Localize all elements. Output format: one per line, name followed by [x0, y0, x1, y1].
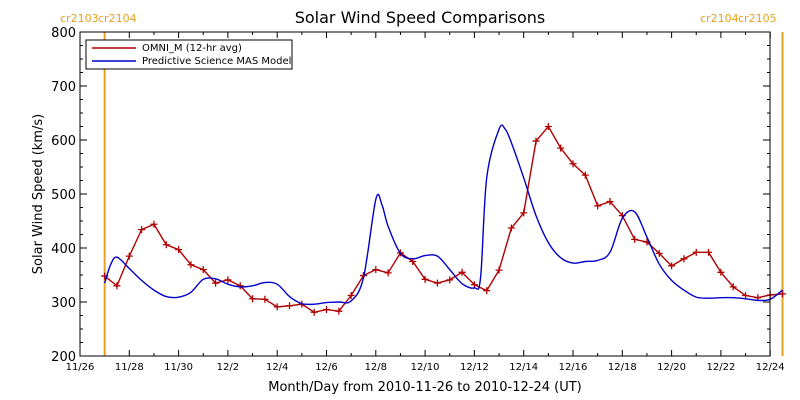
- series-point-0: [507, 224, 515, 232]
- series-point-0: [421, 275, 429, 283]
- series-point-0: [729, 283, 737, 291]
- x-tick-label: 12/8: [365, 362, 387, 373]
- legend: OMNI_M (12-hr avg) Predictive Science MA…: [85, 39, 293, 70]
- legend-box: [85, 39, 293, 70]
- series-point-0: [162, 241, 170, 249]
- y-axis-label: Solar Wind Speed (km/s): [31, 114, 46, 274]
- series-point-0: [470, 281, 478, 289]
- x-tick-label: 12/16: [559, 362, 588, 373]
- rotation-label-end-left: cr2104: [700, 12, 739, 25]
- y-tick-label: 200: [51, 350, 76, 365]
- series-point-0: [372, 266, 380, 274]
- series-point-0: [212, 279, 220, 287]
- series-point-0: [581, 171, 589, 179]
- x-tick-label: 11/26: [66, 362, 95, 373]
- x-tick-label: 11/30: [164, 362, 193, 373]
- y-tick-label: 400: [51, 242, 76, 257]
- series-point-0: [705, 248, 713, 256]
- x-tick-label: 12/2: [217, 362, 239, 373]
- series-point-0: [520, 209, 528, 217]
- series-point-0: [125, 252, 133, 260]
- series-point-0: [138, 226, 146, 234]
- series-point-0: [594, 202, 602, 210]
- x-tick-label: 12/24: [756, 362, 785, 373]
- series-point-0: [286, 302, 294, 310]
- x-tick-label: 12/14: [509, 362, 538, 373]
- series-point-0: [569, 160, 577, 168]
- series-point-0: [199, 266, 207, 274]
- series-point-0: [680, 255, 688, 263]
- series-point-0: [692, 248, 700, 256]
- series-point-0: [779, 290, 787, 298]
- series-point-0: [446, 276, 454, 284]
- series-point-0: [249, 295, 257, 303]
- series-point-0: [384, 269, 392, 277]
- x-tick-label: 12/22: [706, 362, 735, 373]
- series-point-0: [495, 266, 503, 274]
- series-point-0: [323, 306, 330, 314]
- rotation-label-start-left: cr2103: [60, 12, 99, 25]
- series-point-0: [717, 268, 725, 276]
- series-point-0: [335, 307, 343, 315]
- plot-frame: [79, 31, 771, 357]
- series-point-0: [742, 292, 750, 300]
- legend-label-omni: OMNI_M (12-hr avg): [142, 43, 242, 54]
- series-point-0: [606, 198, 614, 206]
- series-point-0: [631, 235, 639, 243]
- x-tick-label: 12/4: [266, 362, 288, 373]
- series-point-0: [668, 262, 676, 270]
- x-tick-label: 12/18: [608, 362, 637, 373]
- x-tick-label: 12/6: [315, 362, 337, 373]
- x-axis-label: Month/Day from 2010-11-26 to 2010-12-24 …: [268, 380, 581, 395]
- series-point-0: [483, 287, 491, 295]
- x-tick-label: 12/20: [657, 362, 686, 373]
- x-tick-label: 11/28: [115, 362, 144, 373]
- series-point-0: [655, 249, 663, 257]
- y-tick-label: 500: [51, 188, 76, 203]
- series-line-1: [103, 124, 783, 306]
- series-point-0: [236, 282, 244, 290]
- series-point-0: [150, 220, 158, 228]
- x-tick-label: 12/10: [411, 362, 440, 373]
- y-tick-label: 300: [51, 296, 76, 311]
- series-point-0: [458, 268, 466, 276]
- series-point-0: [113, 282, 121, 290]
- rotation-label-end-right: cr2105: [738, 12, 777, 25]
- y-tick-label: 600: [51, 134, 76, 149]
- chart-title: Solar Wind Speed Comparisons: [295, 8, 546, 27]
- plot-area: 200 300 400 500 600 700 800 11/26 11/28 11/30 12/2…: [51, 26, 787, 373]
- x-tick-label: 12/12: [460, 362, 489, 373]
- series-point-0: [187, 261, 195, 269]
- series-point-0: [310, 308, 318, 316]
- series-point-0: [347, 292, 355, 300]
- series-point-0: [175, 246, 183, 254]
- y-tick-label: 700: [51, 80, 76, 95]
- y-tick-label: 800: [51, 26, 76, 41]
- legend-label-mas: Predictive Science MAS Model: [142, 56, 291, 67]
- series-point-0: [273, 303, 281, 311]
- series-point-0: [433, 279, 441, 287]
- series-point-0: [224, 276, 232, 284]
- series-point-0: [261, 295, 269, 303]
- rotation-label-start-right: cr2104: [98, 12, 137, 25]
- series-point-0: [544, 123, 552, 130]
- series-point-0: [532, 137, 540, 145]
- series-point-0: [557, 144, 565, 152]
